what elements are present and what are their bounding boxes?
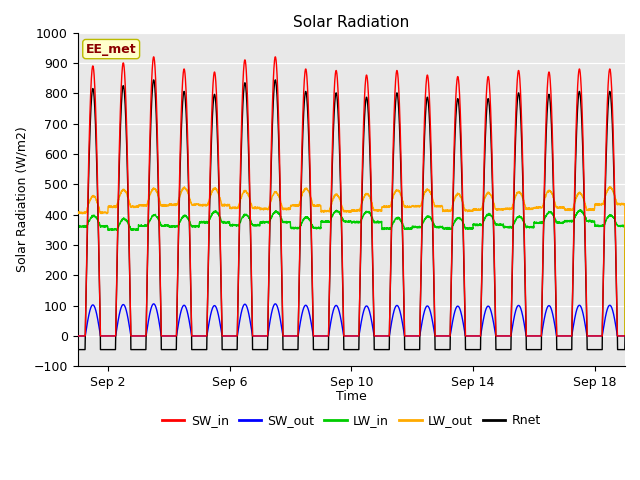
Y-axis label: Solar Radiation (W/m2): Solar Radiation (W/m2) xyxy=(15,127,28,272)
Text: EE_met: EE_met xyxy=(86,43,136,56)
X-axis label: Time: Time xyxy=(336,390,367,403)
Title: Solar Radiation: Solar Radiation xyxy=(293,15,410,30)
Legend: SW_in, SW_out, LW_in, LW_out, Rnet: SW_in, SW_out, LW_in, LW_out, Rnet xyxy=(157,409,546,432)
